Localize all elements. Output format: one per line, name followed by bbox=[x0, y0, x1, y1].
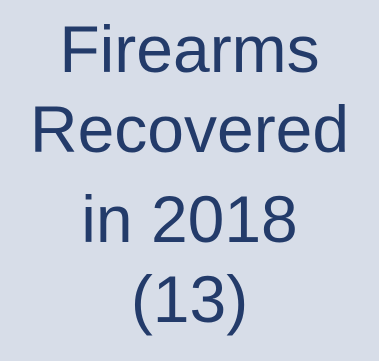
tile-title-line-1: Firearms bbox=[59, 12, 320, 86]
tile-title-line-3: in 2018 bbox=[81, 182, 298, 256]
tile-count: (13) bbox=[130, 262, 249, 336]
tile-title-line-2: Recovered bbox=[29, 92, 350, 166]
